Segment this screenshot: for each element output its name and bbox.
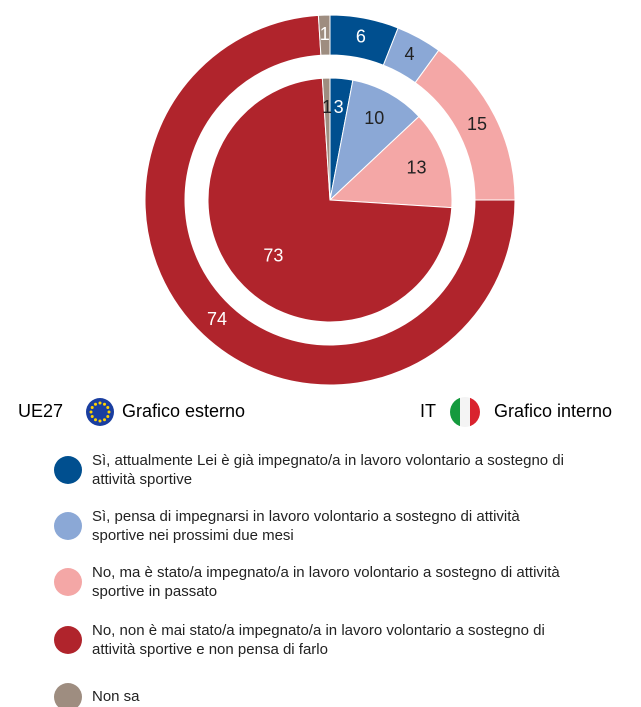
legend-swatch bbox=[54, 626, 82, 654]
data-label: 1 bbox=[322, 97, 332, 117]
pie-slice bbox=[317, 14, 331, 56]
eu-flag-icon bbox=[86, 398, 114, 426]
data-label: 6 bbox=[356, 27, 366, 47]
data-label: 4 bbox=[404, 44, 414, 64]
data-label: 10 bbox=[364, 108, 384, 128]
legend-label: No, non è mai stato/a impegnato/a in lav… bbox=[92, 622, 545, 658]
pie-slice bbox=[329, 79, 420, 202]
data-label: 15 bbox=[467, 114, 487, 134]
inner-series-name: IT bbox=[420, 401, 436, 421]
outer-series-label: Grafico esterno bbox=[122, 401, 245, 421]
legend-label: Non sa bbox=[92, 688, 140, 705]
data-label: 74 bbox=[207, 309, 227, 329]
data-label: 3 bbox=[334, 97, 344, 117]
legend-swatch bbox=[54, 456, 82, 484]
pie-slice bbox=[207, 77, 453, 323]
inner-series-label: Grafico interno bbox=[494, 401, 612, 421]
outer-series-name: UE27 bbox=[18, 401, 63, 421]
data-label: 13 bbox=[407, 158, 427, 178]
pie-slice bbox=[321, 77, 331, 201]
legend-swatch bbox=[54, 568, 82, 596]
legend-label: Sì, pensa di impegnarsi in lavoro volont… bbox=[92, 508, 520, 544]
legend-swatch bbox=[54, 512, 82, 540]
pie-slice bbox=[144, 14, 516, 386]
data-label: 73 bbox=[263, 245, 283, 265]
italy-flag-icon bbox=[450, 397, 480, 427]
legend-label: Sì, attualmente Lei è già impegnato/a in… bbox=[92, 452, 564, 488]
data-label: 1 bbox=[320, 24, 330, 44]
legend-swatch bbox=[54, 683, 82, 707]
pie-slice bbox=[328, 115, 453, 209]
legend-label: No, ma è stato/a impegnato/a in lavoro v… bbox=[92, 564, 560, 600]
